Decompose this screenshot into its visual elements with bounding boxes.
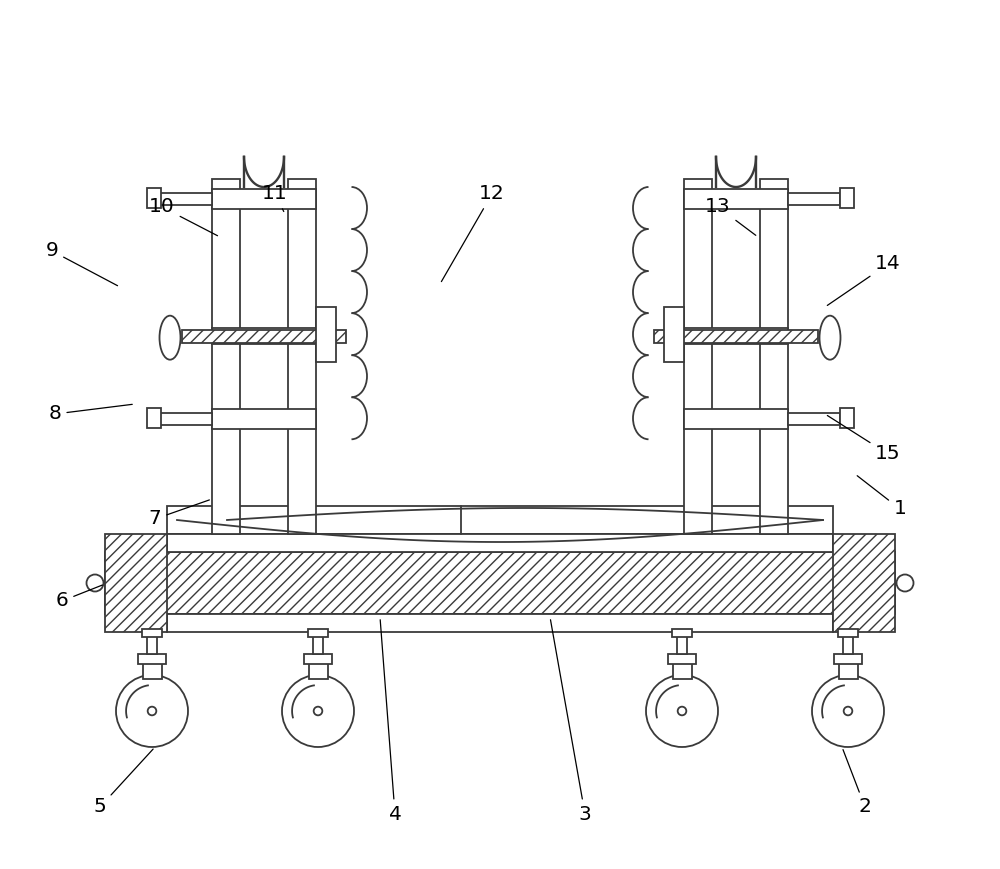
Bar xyxy=(684,409,788,429)
Bar xyxy=(668,654,696,664)
Bar xyxy=(138,654,166,664)
Text: 11: 11 xyxy=(262,184,288,211)
Bar xyxy=(840,188,854,208)
Text: 6: 6 xyxy=(56,585,102,611)
Bar xyxy=(147,188,161,208)
Bar xyxy=(105,552,895,614)
Text: 13: 13 xyxy=(705,197,756,235)
Ellipse shape xyxy=(820,315,841,360)
Bar xyxy=(672,663,692,679)
Circle shape xyxy=(148,706,156,715)
Bar xyxy=(788,414,840,425)
Bar xyxy=(212,179,240,534)
Text: 4: 4 xyxy=(380,620,401,824)
Bar xyxy=(664,307,684,362)
Bar xyxy=(167,614,833,632)
Bar xyxy=(212,409,316,429)
Bar xyxy=(843,634,853,654)
Bar xyxy=(160,193,212,205)
Ellipse shape xyxy=(160,315,181,360)
Bar xyxy=(288,179,316,534)
Circle shape xyxy=(282,675,354,747)
Text: 5: 5 xyxy=(94,749,153,817)
Bar xyxy=(684,179,712,534)
Bar xyxy=(143,663,162,679)
Bar xyxy=(308,629,328,637)
Text: 15: 15 xyxy=(827,415,901,463)
Text: 2: 2 xyxy=(843,750,871,817)
Circle shape xyxy=(116,675,188,747)
Bar xyxy=(142,629,162,637)
Bar xyxy=(167,534,833,552)
Bar xyxy=(313,634,323,654)
Bar xyxy=(684,189,788,209)
Bar xyxy=(677,634,687,654)
Bar xyxy=(788,193,840,205)
Bar xyxy=(684,328,788,344)
Text: 3: 3 xyxy=(550,620,591,824)
Bar xyxy=(834,654,862,664)
Text: 7: 7 xyxy=(149,500,209,528)
Bar xyxy=(147,408,161,428)
Bar xyxy=(316,307,336,362)
Circle shape xyxy=(314,706,322,715)
Bar xyxy=(840,408,854,428)
Bar xyxy=(760,179,788,534)
Bar xyxy=(182,329,346,342)
Text: 9: 9 xyxy=(46,242,118,286)
Text: 8: 8 xyxy=(49,404,132,423)
Circle shape xyxy=(646,675,718,747)
Bar xyxy=(167,506,833,534)
Text: 10: 10 xyxy=(149,197,218,235)
Circle shape xyxy=(87,574,104,592)
Bar xyxy=(147,634,157,654)
Bar xyxy=(105,534,167,632)
Circle shape xyxy=(678,706,686,715)
Bar xyxy=(304,654,332,664)
Bar xyxy=(160,414,212,425)
Bar xyxy=(654,329,818,342)
Text: 14: 14 xyxy=(827,255,901,305)
Bar xyxy=(838,663,858,679)
Circle shape xyxy=(896,574,914,592)
Bar xyxy=(212,189,316,209)
Bar xyxy=(308,663,328,679)
Bar xyxy=(833,534,895,632)
Circle shape xyxy=(844,706,852,715)
Bar xyxy=(838,629,858,637)
Bar xyxy=(672,629,692,637)
Bar xyxy=(212,328,316,344)
Text: 1: 1 xyxy=(857,475,906,519)
Circle shape xyxy=(812,675,884,747)
Text: 12: 12 xyxy=(441,184,505,282)
